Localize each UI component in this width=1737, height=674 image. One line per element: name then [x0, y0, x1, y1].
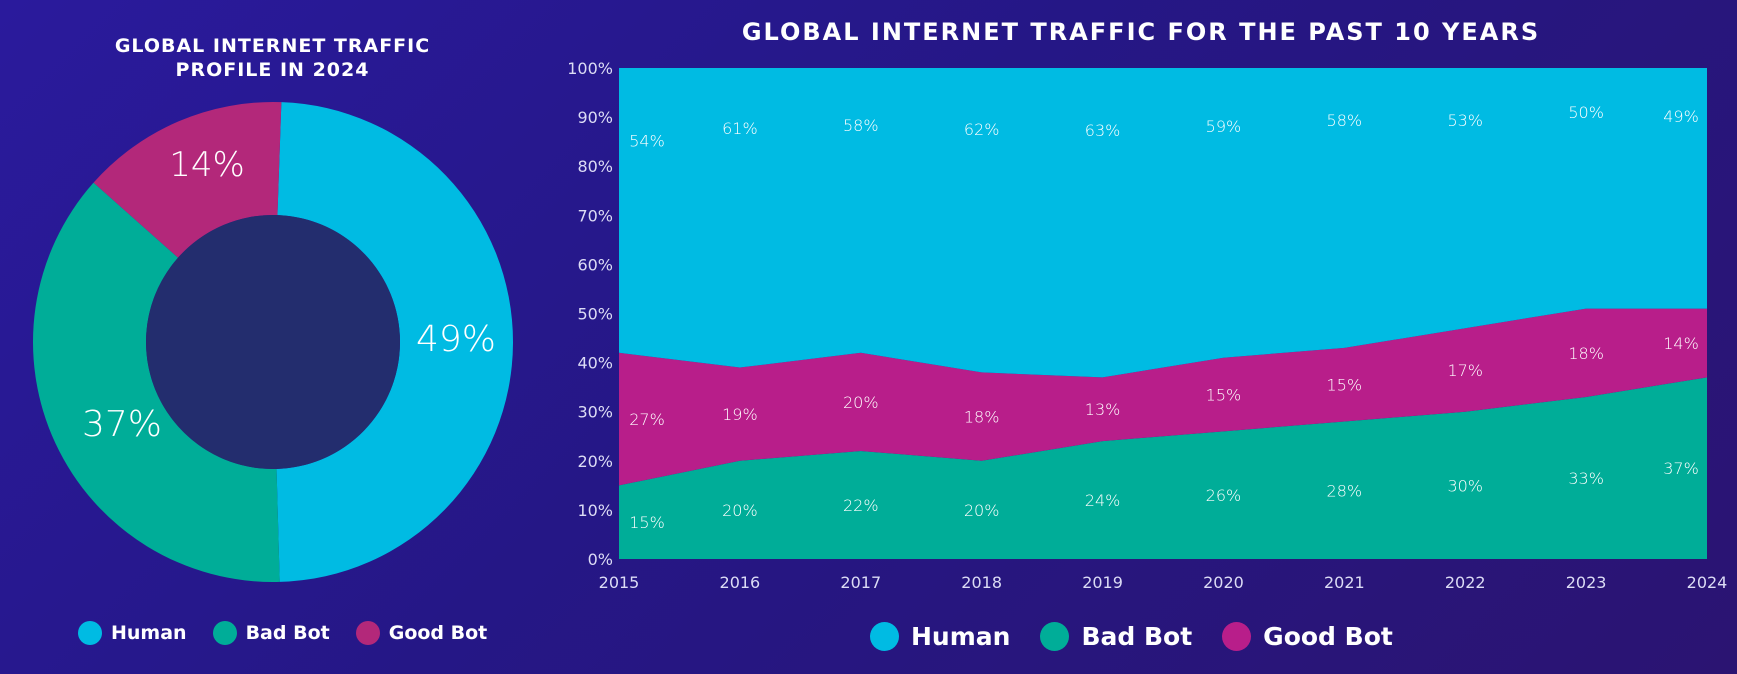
- x-tick-label: 2021: [1324, 573, 1365, 592]
- legend-swatch-bad-bot: [1040, 622, 1070, 651]
- data-label-human: 58%: [1327, 111, 1363, 130]
- donut-title-line-2: PROFILE IN 2024: [175, 59, 370, 81]
- donut-chart-panel: 49% 37% 14% GLOBAL INTERNET TRAFFIC PROFIL…: [0, 0, 545, 674]
- donut-chart: 49% 37% 14%: [32, 102, 514, 582]
- x-tick-label: 2024: [1687, 573, 1728, 592]
- x-tick-label: 2023: [1566, 573, 1607, 592]
- donut-slice-good-bot: [93, 102, 282, 258]
- donut-slice-bad-bot: [32, 182, 280, 582]
- data-label-bad-bot: 20%: [722, 501, 758, 520]
- x-tick-label: 2016: [720, 573, 761, 592]
- donut-slice-human: [276, 102, 514, 582]
- legend-swatch-human: [78, 621, 102, 645]
- donut-chart-title: GLOBAL INTERNET TRAFFIC PROFILE IN 2024: [60, 34, 485, 82]
- y-tick-label: 0%: [588, 550, 613, 569]
- y-tick-label: 90%: [577, 108, 613, 127]
- data-label-human: 49%: [1663, 107, 1699, 126]
- legend-label-bad-bot: Bad Bot: [245, 622, 330, 644]
- legend-item-human: Human: [78, 621, 187, 645]
- data-label-good-bot: 18%: [964, 408, 1000, 427]
- data-label-good-bot: 20%: [843, 393, 879, 412]
- data-label-bad-bot: 28%: [1327, 481, 1363, 500]
- data-label-human: 58%: [843, 116, 879, 135]
- x-tick-label: 2017: [840, 573, 881, 592]
- legend-item-good-bot: Good Bot: [355, 621, 488, 645]
- area-series-bad-bot: [619, 377, 1707, 559]
- x-tick-label: 2022: [1445, 573, 1486, 592]
- data-label-good-bot: 14%: [1663, 334, 1699, 353]
- y-tick-label: 40%: [577, 354, 613, 373]
- data-label-good-bot: 18%: [1568, 344, 1604, 363]
- data-label-human: 62%: [964, 120, 1000, 139]
- data-label-good-bot: 15%: [1327, 376, 1363, 395]
- legend-label-bad-bot: Bad Bot: [1081, 622, 1193, 651]
- data-label-human: 61%: [722, 119, 758, 138]
- data-label-bad-bot: 37%: [1663, 459, 1699, 478]
- x-tick-label: 2018: [961, 573, 1002, 592]
- area-chart: 0% 10% 20% 30% 40% 50% 60% 70% 80% 90% 100% 2015 201…: [567, 59, 1728, 592]
- data-label-bad-bot: 24%: [1085, 491, 1121, 510]
- data-label-bad-bot: 22%: [843, 496, 879, 515]
- y-tick-label: 30%: [577, 403, 613, 422]
- legend-swatch-good-bot: [355, 621, 380, 645]
- legend-label-good-bot: Good Bot: [1263, 622, 1393, 651]
- legend-swatch-good-bot: [1222, 622, 1252, 651]
- legend-label-human: Human: [911, 622, 1011, 651]
- legend-label-human: Human: [111, 622, 187, 644]
- area-chart-panel: GLOBAL INTERNET TRAFFIC FOR THE PAST 10 …: [545, 0, 1737, 674]
- data-label-bad-bot: 30%: [1447, 476, 1483, 495]
- donut-label-bad-bot: 37%: [82, 404, 162, 445]
- data-label-good-bot: 19%: [722, 405, 758, 424]
- data-label-human: 59%: [1206, 117, 1242, 136]
- data-label-bad-bot: 33%: [1568, 469, 1604, 488]
- y-tick-label: 10%: [577, 501, 613, 520]
- data-label-human: 63%: [1085, 121, 1121, 140]
- donut-label-human: 49%: [416, 319, 496, 360]
- x-tick-label: 2019: [1082, 573, 1123, 592]
- data-label-human: 50%: [1568, 103, 1604, 122]
- x-tick-label: 2015: [599, 573, 640, 592]
- y-tick-label: 70%: [577, 206, 613, 225]
- legend-item-human: Human: [870, 622, 1010, 651]
- y-tick-label: 50%: [577, 305, 613, 324]
- data-label-bad-bot: 20%: [964, 501, 1000, 520]
- donut-label-good-bot: 14%: [169, 145, 245, 185]
- area-series-good-bot: [619, 308, 1707, 486]
- y-tick-label: 60%: [577, 255, 613, 274]
- data-label-human: 53%: [1447, 111, 1483, 130]
- donut-title-line-1: GLOBAL INTERNET TRAFFIC: [114, 35, 431, 57]
- area-chart-title: GLOBAL INTERNET TRAFFIC FOR THE PAST 10 …: [741, 18, 1541, 46]
- donut-legend: Human Bad Bot Good Bot: [78, 621, 487, 645]
- data-label-good-bot: 17%: [1447, 361, 1483, 380]
- donut-hole: [146, 215, 400, 469]
- area-legend: Human Bad Bot Good Bot: [870, 622, 1393, 651]
- y-tick-label: 100%: [567, 59, 613, 78]
- legend-swatch-human: [870, 622, 899, 651]
- data-label-good-bot: 13%: [1085, 400, 1121, 419]
- legend-label-good-bot: Good Bot: [388, 622, 488, 644]
- legend-item-good-bot: Good Bot: [1222, 622, 1393, 651]
- data-label-good-bot: 27%: [629, 410, 665, 429]
- legend-item-bad-bot: Bad Bot: [212, 621, 330, 645]
- x-tick-label: 2020: [1203, 573, 1244, 592]
- data-label-good-bot: 15%: [1206, 386, 1242, 405]
- data-label-bad-bot: 15%: [629, 513, 665, 532]
- data-label-human: 54%: [629, 132, 665, 151]
- y-tick-label: 20%: [577, 452, 613, 471]
- legend-item-bad-bot: Bad Bot: [1040, 622, 1192, 651]
- legend-swatch-bad-bot: [212, 621, 237, 645]
- data-label-bad-bot: 26%: [1206, 486, 1242, 505]
- y-tick-label: 80%: [577, 157, 613, 176]
- area-series-human: [619, 68, 1707, 378]
